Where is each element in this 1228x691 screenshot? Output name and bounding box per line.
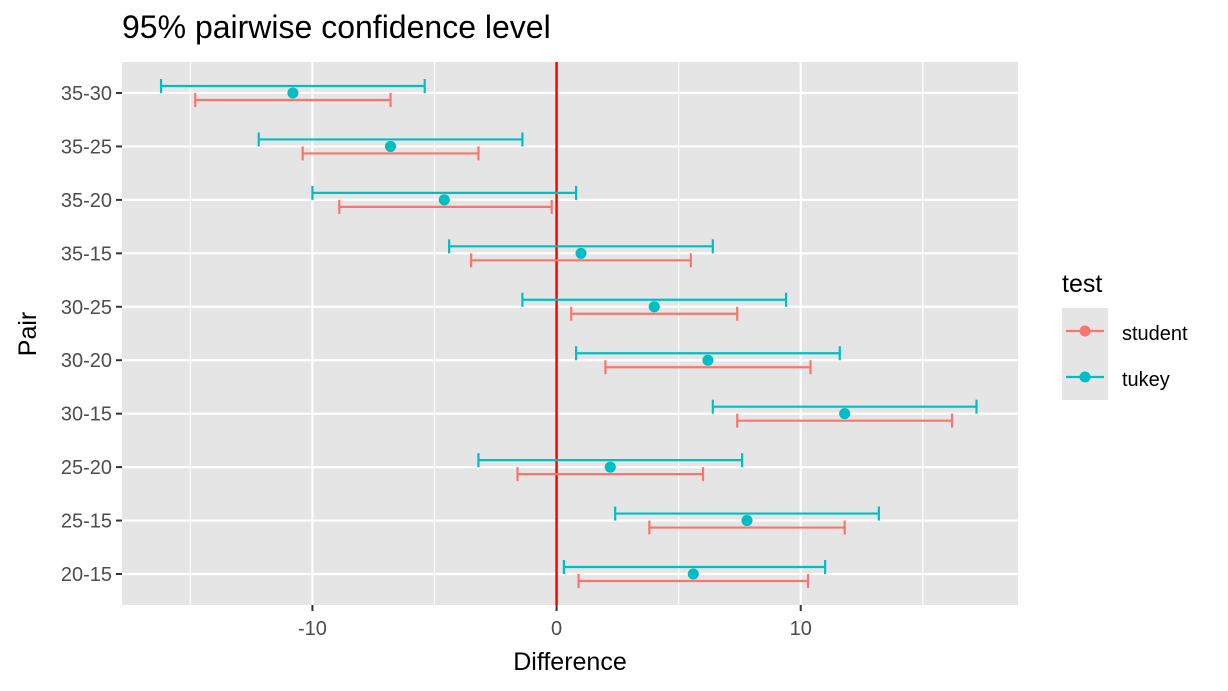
legend: test student tukey	[1062, 270, 1188, 400]
errorbar-student-30-15	[736, 413, 954, 428]
legend-label-tukey: tukey	[1122, 369, 1170, 391]
x-axis-title: Difference	[513, 648, 627, 676]
point-tukey-30-20	[702, 354, 714, 366]
point-tukey-35-20	[438, 194, 450, 206]
errorbar-student-20-15	[577, 574, 810, 588]
y-tick-label-35-25: 35-25	[61, 136, 112, 158]
errorbar-tukey-35-25	[257, 132, 524, 147]
point-tukey-35-15	[575, 247, 587, 259]
x-tick-label-1: 0	[551, 618, 562, 640]
x-axis-ticks: -10 0 10	[298, 605, 812, 640]
errorbar-tukey-35-20	[311, 185, 578, 200]
legend-key-point-student	[1079, 325, 1091, 337]
y-tick-label-30-25: 30-25	[61, 297, 112, 319]
y-tick-label-35-20: 35-20	[61, 190, 112, 212]
errorbar-student-30-25	[570, 306, 739, 321]
errorbar-tukey-20-15	[562, 560, 827, 574]
errorbar-tukey-35-15	[448, 239, 714, 254]
y-axis-title: Pair	[14, 312, 42, 356]
point-tukey-20-15	[687, 568, 699, 580]
point-tukey-25-20	[604, 461, 616, 473]
y-tick-label-25-15: 25-15	[61, 511, 112, 533]
point-tukey-30-25	[648, 301, 660, 313]
errorbar-tukey-35-30	[159, 79, 426, 93]
errorbar-tukey-25-20	[477, 453, 744, 468]
point-tukey-30-15	[839, 408, 851, 420]
point-tukey-35-30	[287, 87, 299, 99]
y-tick-label-30-20: 30-20	[61, 350, 112, 372]
point-tukey-25-15	[741, 515, 753, 527]
errorbar-student-25-15	[648, 520, 846, 535]
errorbar-student-25-20	[516, 467, 705, 482]
errorbar-student-35-30	[194, 93, 392, 107]
errorbar-student-35-15	[470, 253, 692, 268]
y-tick-label-35-30: 35-30	[61, 83, 112, 105]
errorbar-tukey-25-15	[614, 506, 880, 521]
legend-key-point-tukey	[1079, 371, 1091, 383]
point-tukey-35-25	[385, 140, 397, 152]
errorbar-student-35-20	[338, 199, 553, 214]
y-tick-label-20-15: 20-15	[61, 564, 112, 586]
errorbar-tukey-30-15	[711, 399, 978, 414]
y-axis-ticks: 35-30 35-25 35-20 35-15 30-25 30-20 30-15 25-20…	[61, 83, 122, 586]
y-tick-label-30-15: 30-15	[61, 404, 112, 426]
legend-title: test	[1062, 270, 1102, 298]
x-tick-label-2: 10	[790, 618, 812, 640]
plot-panel	[122, 62, 1018, 605]
x-tick-label-0: -10	[298, 618, 327, 640]
y-tick-label-35-15: 35-15	[61, 243, 112, 265]
errorbar-student-30-20	[604, 360, 812, 375]
chart-title: 95% pairwise confidence level	[122, 9, 551, 45]
errorbar-tukey-30-20	[575, 346, 841, 361]
y-tick-label-25-20: 25-20	[61, 457, 112, 479]
legend-label-student: student	[1122, 323, 1188, 345]
chart-marks	[159, 79, 978, 588]
errorbar-student-35-25	[301, 146, 480, 161]
errorbar-tukey-30-25	[521, 292, 788, 307]
